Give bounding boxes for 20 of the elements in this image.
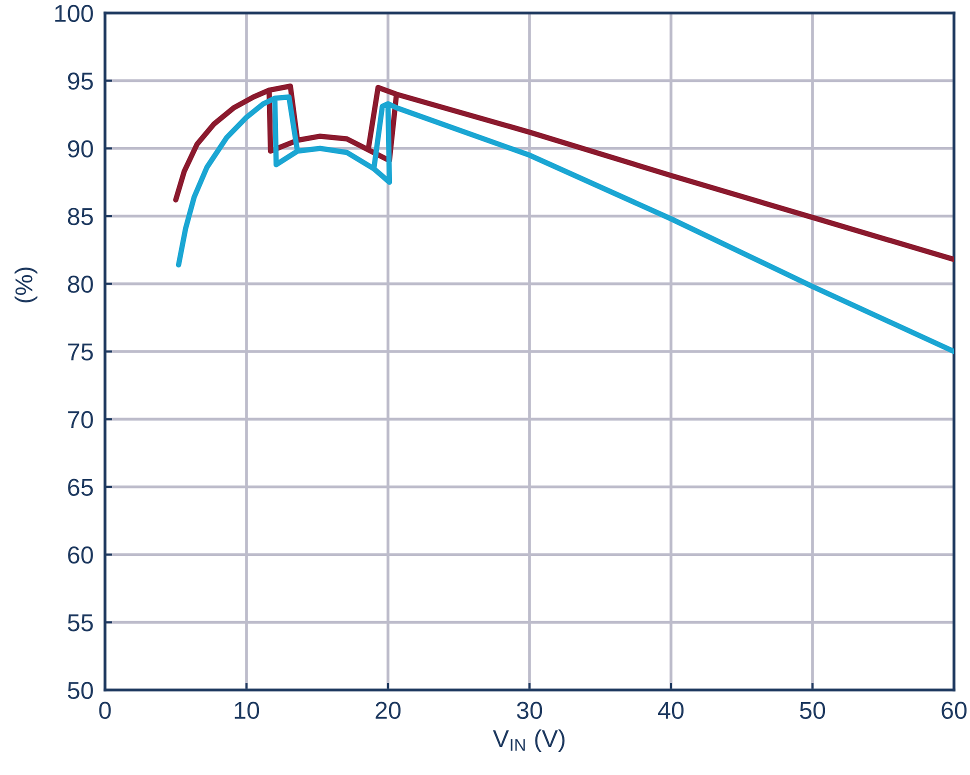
y-tick-label: 55: [68, 614, 93, 632]
x-tick-label: 0: [99, 702, 111, 719]
y-tick-label: 70: [68, 411, 93, 428]
y-tick-label: 95: [68, 72, 93, 90]
y-tick-label: 65: [68, 478, 93, 496]
y-tick-label: 85: [68, 208, 93, 226]
x-tick-label: 40: [658, 702, 684, 719]
x-tick-label: 50: [800, 702, 826, 719]
y-tick-label: 100: [55, 4, 93, 22]
x-tick-label: 10: [234, 702, 260, 719]
y-tick-label: 90: [68, 140, 93, 158]
x-axis-title: V$_{IN}$ (V): [492, 729, 565, 752]
x-tick-label: 60: [942, 702, 967, 719]
y-tick-label: 60: [68, 546, 93, 564]
x-tick-label: 30: [516, 702, 542, 719]
x-tick-label: 20: [376, 702, 401, 719]
y-tick-label: 80: [68, 276, 93, 293]
y-tick-label: 75: [68, 344, 93, 361]
y-tick-label: 50: [68, 682, 93, 700]
y-axis-title: (%): [14, 268, 38, 302]
